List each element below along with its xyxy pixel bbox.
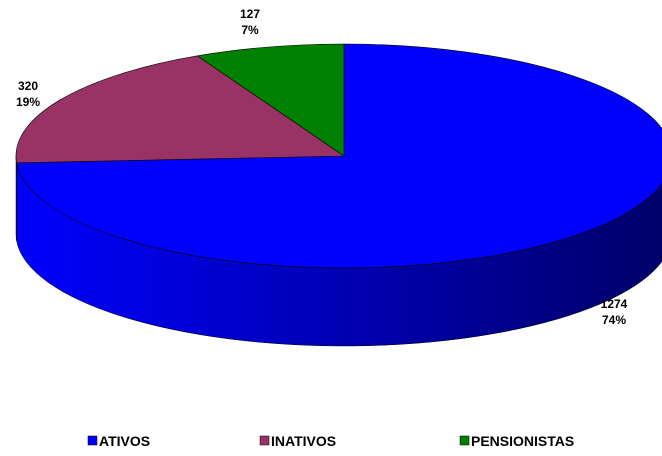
pie-slice: [16, 43, 662, 269]
data-label-value: 1274: [601, 297, 628, 311]
legend-label: ATIVOS: [99, 433, 150, 449]
pie-slice: [15, 55, 345, 164]
data-label-value: 127: [240, 7, 260, 21]
data-labels: 1274 74% 320 19% 127 7%: [16, 7, 628, 327]
pie-side-shade: [16, 162, 662, 346]
pie-tops: [15, 43, 662, 269]
pie-slice: [196, 43, 345, 157]
data-label-percent: 74%: [602, 313, 626, 327]
data-label-percent: 7%: [241, 23, 259, 37]
data-label-value: 320: [18, 79, 38, 93]
pie-side-shade: [16, 156, 17, 241]
data-label-percent: 19%: [16, 95, 40, 109]
legend-swatch: [459, 435, 470, 446]
legend-swatch: [87, 435, 98, 446]
legend-swatch: [259, 435, 270, 446]
legend-label: PENSIONISTAS: [471, 433, 574, 449]
legend: ATIVOS INATIVOS PENSIONISTAS: [87, 433, 574, 449]
legend-label: INATIVOS: [271, 433, 336, 449]
